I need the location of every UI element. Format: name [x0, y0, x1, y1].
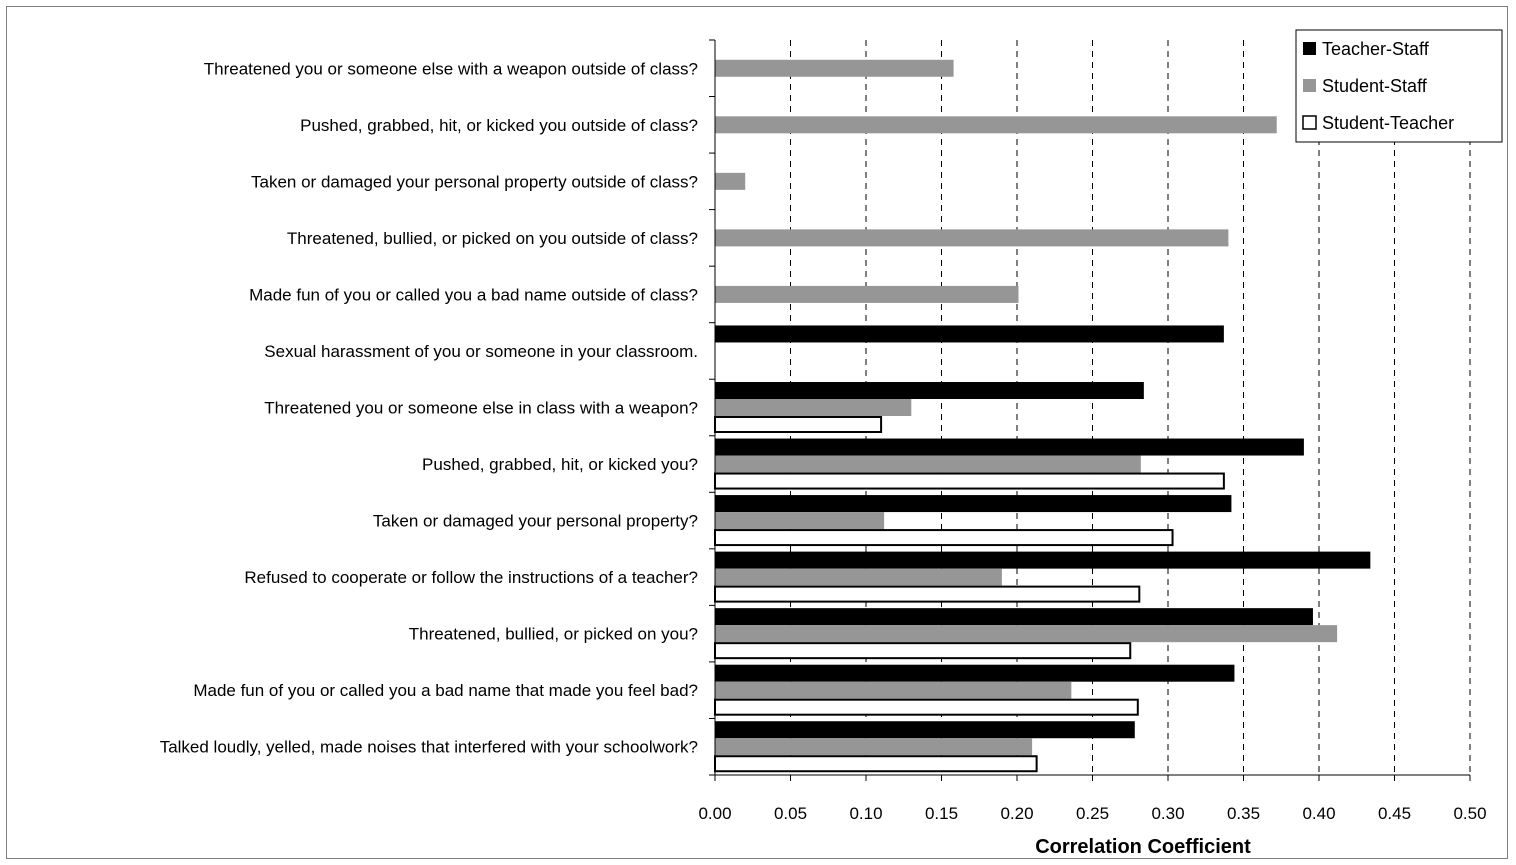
- bar-student-staff: [715, 116, 1277, 133]
- bar-student-staff: [715, 625, 1337, 642]
- x-tick-label: 0.10: [849, 804, 882, 823]
- category-label: Taken or damaged your personal property …: [251, 172, 698, 191]
- bar-student-staff: [715, 173, 745, 190]
- bar-student-staff: [715, 399, 911, 416]
- category-label: Refused to cooperate or follow the instr…: [244, 568, 698, 587]
- bar-student-staff: [715, 286, 1019, 303]
- bar-student-staff: [715, 456, 1141, 473]
- x-tick-label: 0.15: [925, 804, 958, 823]
- legend-label-student-staff: Student-Staff: [1322, 76, 1428, 96]
- category-label: Taken or damaged your personal property?: [373, 512, 698, 531]
- category-label: Pushed, grabbed, hit, or kicked you outs…: [300, 116, 698, 135]
- legend-swatch-student-staff: [1303, 79, 1316, 92]
- bar-teacher-staff: [715, 495, 1231, 512]
- legend-label-teacher-staff: Teacher-Staff: [1322, 39, 1430, 59]
- x-tick-label: 0.00: [698, 804, 731, 823]
- bar-teacher-staff: [715, 382, 1144, 399]
- x-tick-label: 0.45: [1378, 804, 1411, 823]
- bar-student-staff: [715, 738, 1032, 755]
- bar-student-teacher: [715, 587, 1139, 602]
- bar-teacher-staff: [715, 721, 1135, 738]
- bar-student-staff: [715, 512, 884, 529]
- x-tick-label: 0.50: [1453, 804, 1486, 823]
- bar-student-teacher: [715, 756, 1037, 771]
- category-label: Made fun of you or called you a bad name…: [249, 285, 698, 304]
- legend-swatch-student-teacher: [1303, 116, 1316, 129]
- x-tick-label: 0.20: [1000, 804, 1033, 823]
- bar-student-staff: [715, 682, 1071, 699]
- x-tick-label: 0.30: [1151, 804, 1184, 823]
- x-tick-label: 0.35: [1227, 804, 1260, 823]
- bar-student-teacher: [715, 643, 1130, 658]
- bar-student-teacher: [715, 700, 1138, 715]
- category-label: Threatened you or someone else in class …: [264, 399, 698, 418]
- bar-student-teacher: [715, 530, 1173, 545]
- category-label: Pushed, grabbed, hit, or kicked you?: [422, 455, 698, 474]
- bar-teacher-staff: [715, 552, 1370, 569]
- x-tick-label: 0.40: [1302, 804, 1335, 823]
- x-tick-label: 0.05: [774, 804, 807, 823]
- legend-label-student-teacher: Student-Teacher: [1322, 113, 1454, 133]
- bar-teacher-staff: [715, 665, 1234, 682]
- bar-student-staff: [715, 229, 1228, 246]
- category-label: Made fun of you or called you a bad name…: [193, 681, 698, 700]
- category-label: Talked loudly, yelled, made noises that …: [160, 738, 698, 757]
- category-label: Threatened you or someone else with a we…: [204, 59, 698, 78]
- category-label: Threatened, bullied, or picked on you ou…: [287, 229, 698, 248]
- bar-student-teacher: [715, 417, 881, 432]
- x-axis-title: Correlation Coefficient: [1035, 836, 1251, 858]
- bar-teacher-staff: [715, 608, 1313, 625]
- legend-swatch-teacher-staff: [1303, 42, 1316, 55]
- category-label: Threatened, bullied, or picked on you?: [409, 625, 698, 644]
- bar-student-staff: [715, 569, 1002, 586]
- bar-student-staff: [715, 60, 954, 77]
- bar-teacher-staff: [715, 325, 1224, 342]
- bar-student-teacher: [715, 474, 1224, 489]
- x-tick-label: 0.25: [1076, 804, 1109, 823]
- category-label: Sexual harassment of you or someone in y…: [264, 342, 698, 361]
- bar-teacher-staff: [715, 439, 1304, 456]
